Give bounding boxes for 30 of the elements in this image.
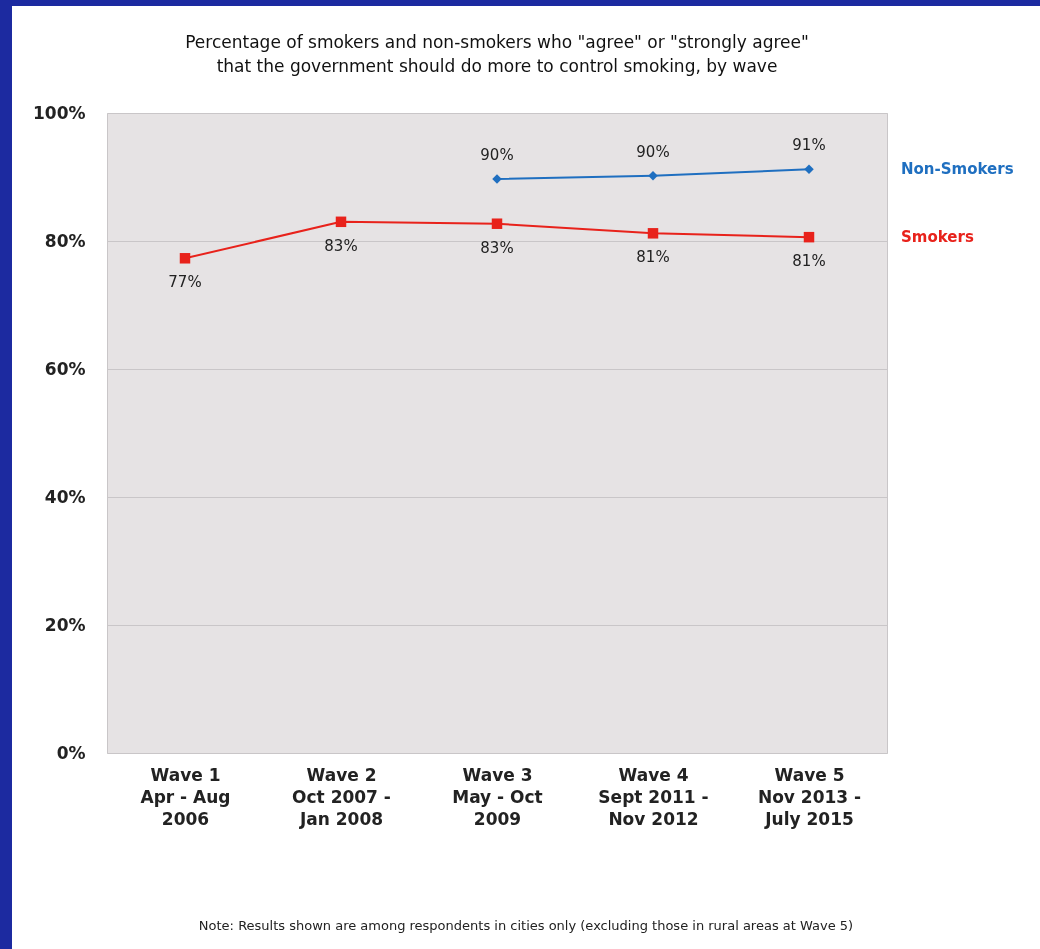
point (803, 231, 815, 243)
y-tick-label: 20% (44, 614, 86, 635)
text: Non-Smokers (901, 160, 1014, 179)
y-tick-label: 80% (44, 230, 86, 251)
x-tick-label: Wave 4 Sept 2011 - Nov 2012 (598, 764, 709, 829)
data-label: 83% (324, 236, 358, 255)
y-tick-label: 40% (44, 486, 86, 507)
point (647, 228, 659, 239)
data-label: 83% (480, 238, 514, 257)
data-label: 77% (168, 273, 202, 292)
x-tick-label: Wave 3 May - Oct 2009 (452, 764, 543, 829)
point (491, 218, 503, 229)
text: Note: Results shown are among respondents in cities only (excluding those in rural areas at Wave 5) (197, 918, 855, 933)
point (335, 216, 347, 228)
data-label: 90% (636, 142, 670, 161)
point (179, 253, 191, 264)
data-label: 81% (636, 248, 670, 267)
data-label: 90% (480, 145, 514, 164)
x-tick-label: Wave 1 Apr - Aug 2006 (140, 764, 231, 829)
y-tick-label: 0% (56, 742, 86, 763)
point (648, 170, 658, 181)
data-label: 81% (792, 252, 826, 271)
y-tick-label: 60% (44, 358, 86, 379)
x-tick-label: Wave 2 Oct 2007 - Jan 2008 (292, 764, 391, 829)
y-tick-label: 100% (32, 102, 86, 123)
x-tick-label: Wave 5 Nov 2013 - July 2015 (757, 764, 862, 829)
point (804, 164, 814, 175)
text: Smokers (901, 228, 974, 247)
chart-title: Percentage of smokers and non-smokers who "agree" or "strongly agree" that the government should do more to control smoking, by wave (185, 32, 809, 76)
data-label: 91% (792, 136, 826, 155)
